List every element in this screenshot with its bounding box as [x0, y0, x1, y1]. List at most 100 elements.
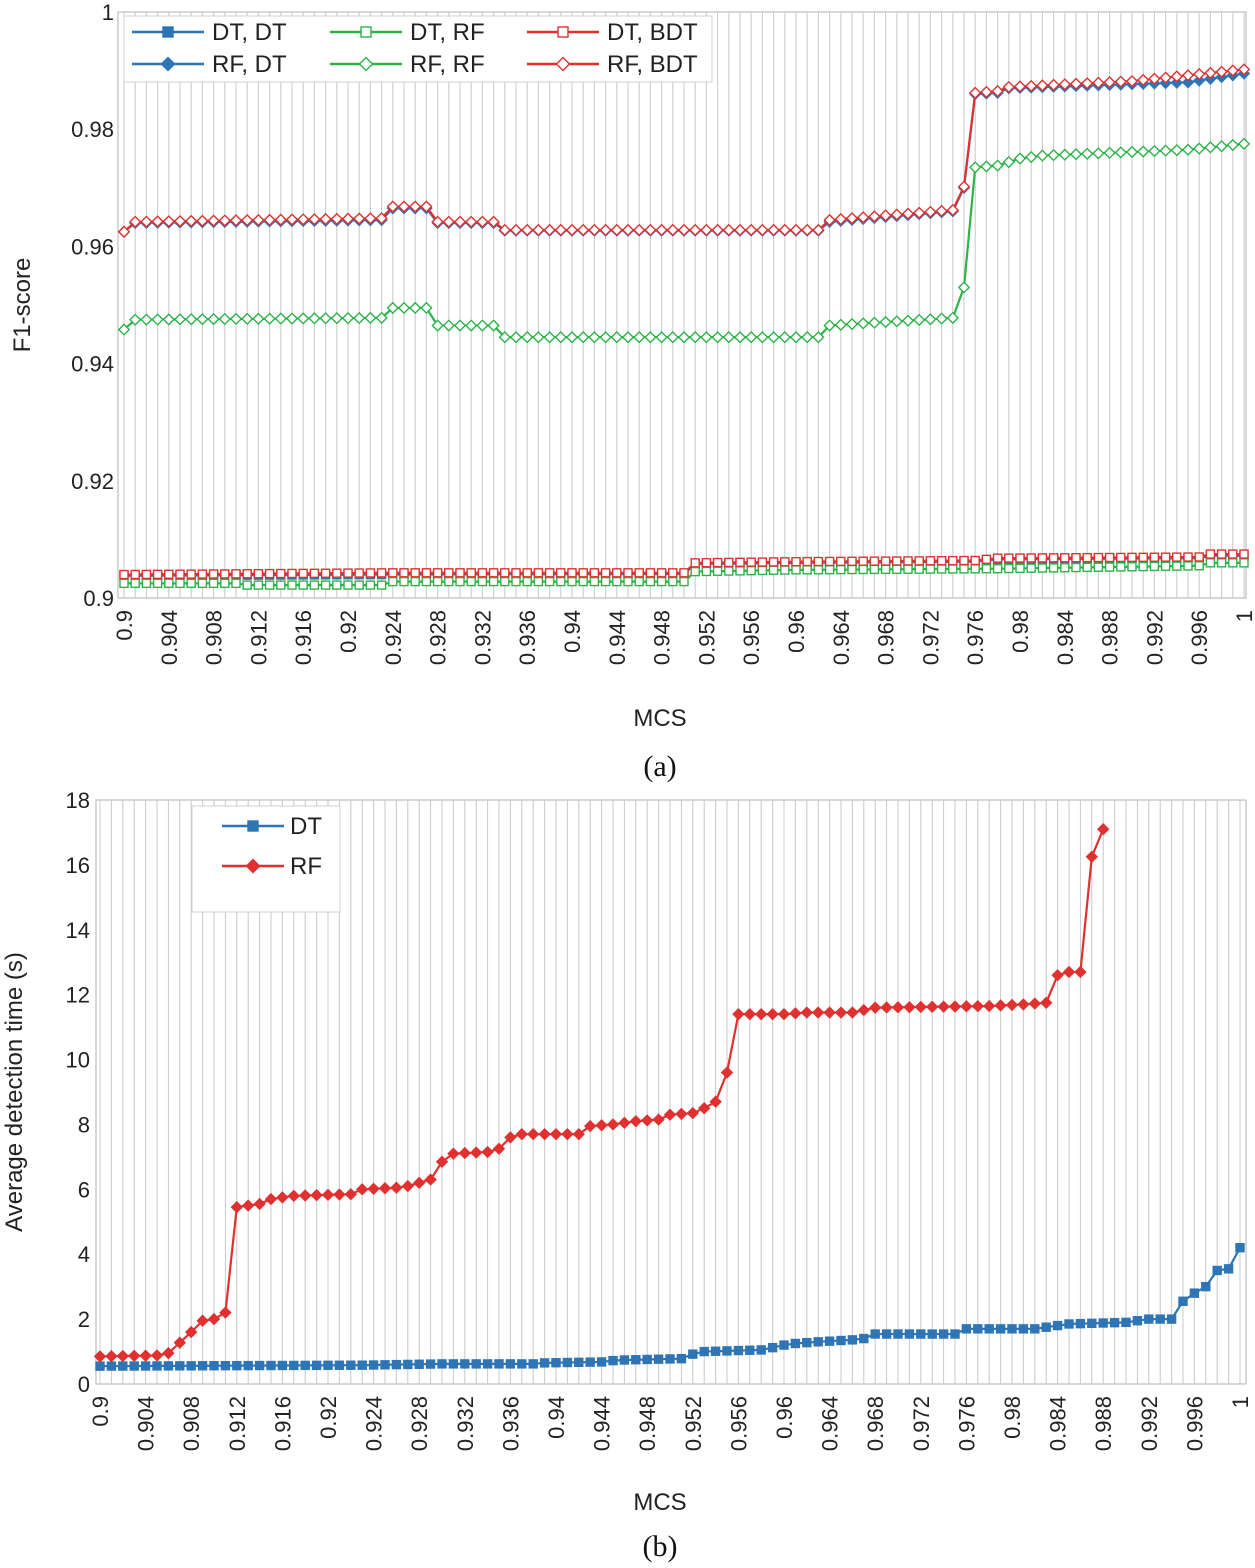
- data-point: [937, 1000, 950, 1013]
- data-point: [1026, 553, 1036, 563]
- data-point: [859, 1333, 869, 1344]
- data-point: [655, 223, 668, 237]
- data-point: [789, 331, 803, 344]
- data-point: [129, 1361, 139, 1371]
- data-point: [1138, 552, 1148, 563]
- x-tick-label: 0.928: [407, 1396, 432, 1451]
- data-point: [162, 215, 175, 228]
- data-point: [1025, 79, 1038, 93]
- series-rf-rf: [117, 137, 1251, 344]
- data-point: [802, 565, 812, 575]
- data-point: [498, 331, 511, 344]
- data-point: [983, 999, 996, 1013]
- data-point: [482, 1359, 493, 1369]
- data-point: [957, 180, 971, 193]
- legend-item: DT, RF: [330, 19, 485, 46]
- data-point: [745, 223, 758, 237]
- vertical-gridlines: [123, 12, 1245, 598]
- data-point: [119, 578, 129, 589]
- data-point: [584, 1119, 597, 1133]
- data-point: [220, 578, 230, 589]
- data-point: [870, 1329, 880, 1339]
- data-point: [1237, 137, 1251, 151]
- data-point: [276, 580, 286, 590]
- data-point: [141, 578, 152, 589]
- data-point: [421, 576, 432, 587]
- data-point: [892, 556, 902, 566]
- data-point: [173, 313, 187, 326]
- data-point: [1170, 143, 1183, 157]
- data-point: [925, 556, 936, 566]
- data-point: [388, 576, 398, 587]
- data-point: [1149, 561, 1160, 572]
- x-tick-label: 1: [1232, 610, 1255, 622]
- data-point: [556, 568, 566, 578]
- data-point: [1036, 79, 1049, 92]
- data-point: [599, 223, 612, 237]
- data-point: [631, 1355, 641, 1365]
- data-point: [812, 1006, 825, 1019]
- data-point: [970, 555, 980, 566]
- y-tick-label: 0.98: [71, 117, 114, 142]
- data-point: [241, 312, 254, 326]
- data-point: [252, 312, 265, 325]
- data-point: [802, 1337, 812, 1348]
- data-point: [1093, 562, 1104, 572]
- data-point: [1015, 553, 1025, 563]
- data-point: [308, 213, 321, 226]
- data-point: [984, 1324, 994, 1334]
- data-point: [778, 331, 791, 344]
- data-point: [791, 556, 801, 567]
- data-point: [812, 223, 825, 237]
- data-point: [935, 204, 948, 218]
- data-point: [936, 556, 947, 566]
- data-point: [935, 312, 948, 325]
- data-point: [836, 564, 846, 575]
- data-point: [264, 568, 275, 579]
- data-point: [689, 331, 702, 344]
- data-point: [1047, 148, 1060, 162]
- data-point: [152, 1361, 162, 1371]
- x-tick-label: 0.924: [381, 610, 406, 665]
- legend-marker: [247, 820, 259, 832]
- legend-label: RF: [290, 853, 322, 880]
- data-point: [834, 1006, 848, 1019]
- x-tick-label: 0.956: [726, 1396, 751, 1451]
- data-point: [588, 223, 601, 237]
- data-point: [448, 1359, 459, 1369]
- data-point: [1160, 552, 1171, 562]
- data-point: [527, 1127, 540, 1141]
- data-point: [869, 564, 880, 575]
- data-point: [162, 313, 175, 326]
- data-point: [777, 1007, 791, 1021]
- data-point: [903, 556, 913, 566]
- data-point: [596, 1357, 607, 1367]
- data-point: [574, 1357, 584, 1368]
- data-point: [745, 1345, 755, 1355]
- series-lines: [117, 63, 1251, 590]
- data-point: [1204, 66, 1217, 80]
- data-point: [551, 1358, 561, 1368]
- data-point: [1081, 77, 1094, 90]
- data-point: [1181, 143, 1195, 156]
- x-tick-label: 0.96: [784, 610, 809, 653]
- data-point: [544, 568, 555, 578]
- y-tick-label: 14: [66, 918, 90, 943]
- data-point: [242, 580, 252, 590]
- data-point: [961, 1324, 972, 1334]
- x-tick-label: 0.908: [179, 1396, 204, 1451]
- data-point: [152, 578, 163, 589]
- data-point: [901, 314, 915, 327]
- data-point: [466, 568, 476, 578]
- legend: DT RF: [191, 805, 341, 913]
- data-point: [778, 223, 791, 237]
- data-point: [357, 1360, 367, 1370]
- data-point: [197, 569, 208, 579]
- series-dt-bdt: [119, 549, 1249, 580]
- data-point: [689, 223, 702, 237]
- data-point: [344, 1188, 357, 1201]
- data-point: [401, 1179, 414, 1193]
- legend-label: DT, DT: [212, 19, 287, 46]
- x-tick-label: 0.968: [863, 1396, 888, 1451]
- data-point: [471, 1359, 481, 1369]
